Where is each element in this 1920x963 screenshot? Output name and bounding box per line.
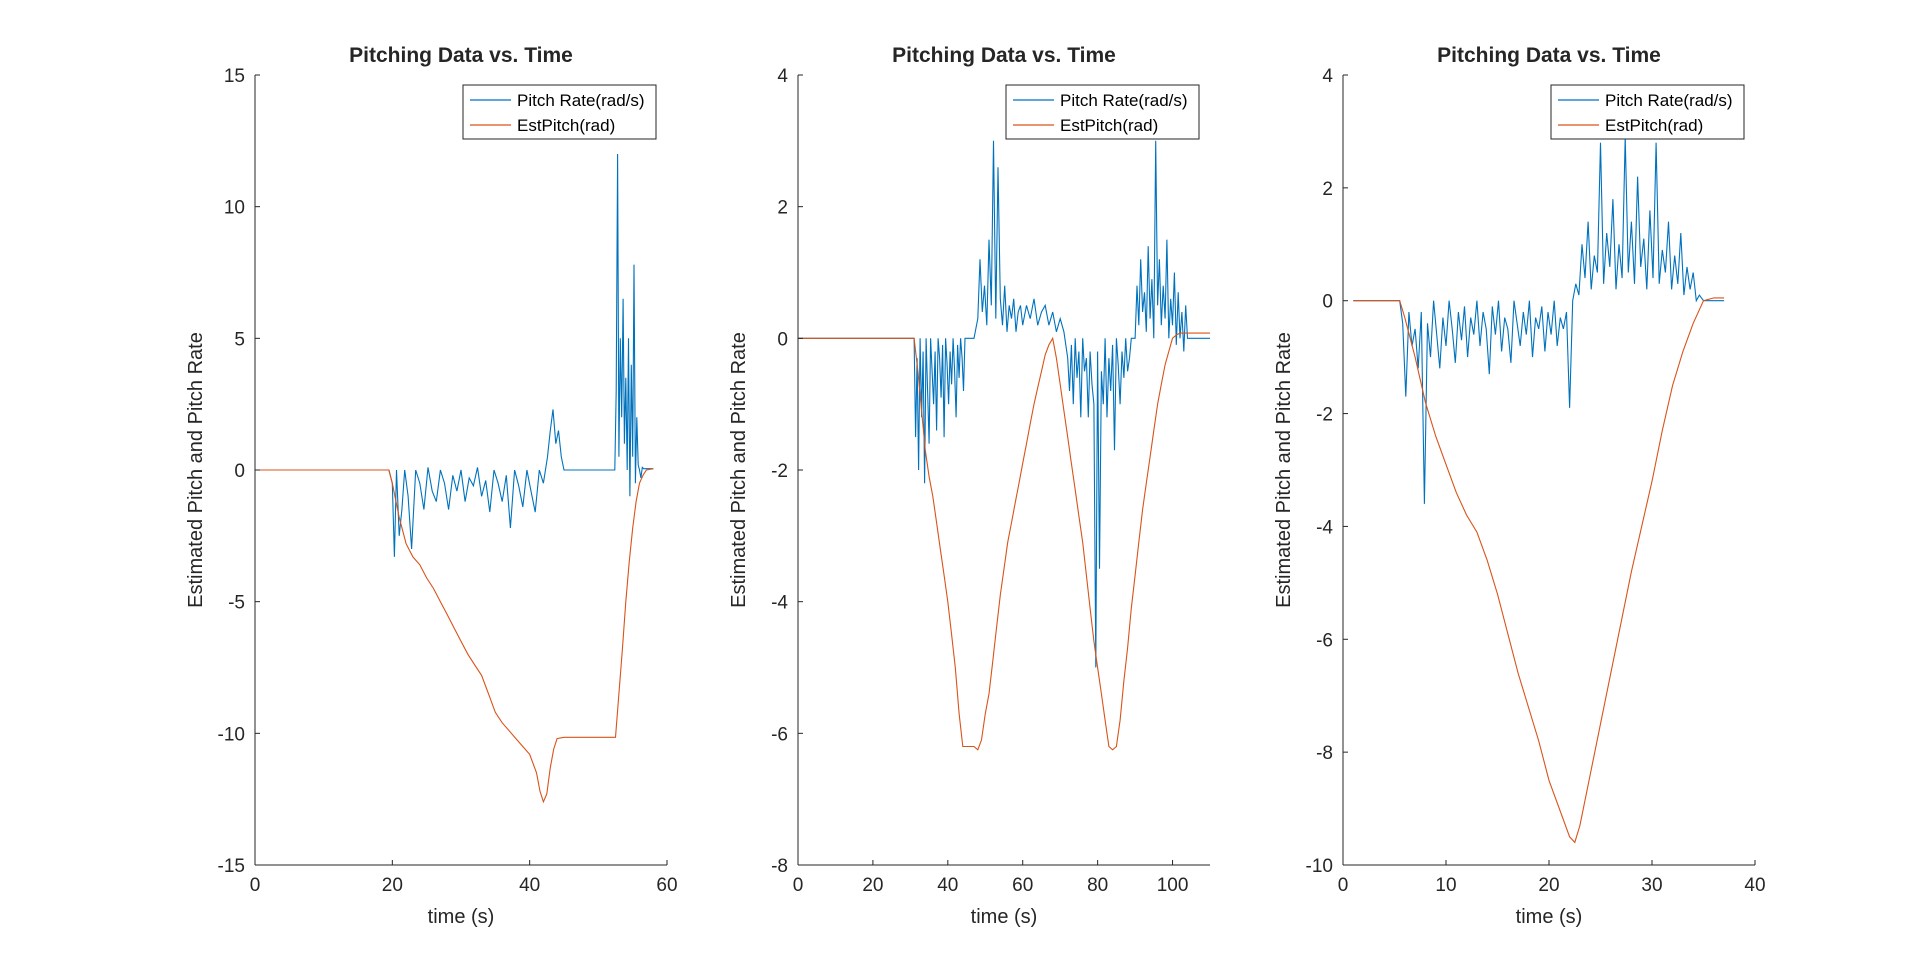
legend-box — [1005, 84, 1200, 140]
x-tick-label: 100 — [1157, 875, 1189, 896]
x-axis-label: time (s) — [428, 906, 495, 928]
x-tick-label: 20 — [1538, 875, 1559, 896]
y-axis-label: Estimated Pitch and Pitch Rate — [185, 332, 207, 608]
x-tick-label: 80 — [1087, 875, 1108, 896]
y-tick-label: 10 — [224, 198, 245, 219]
y-tick-label: -6 — [1316, 630, 1333, 651]
legend-box — [462, 84, 657, 140]
legend-entry: EstPitch(rad) — [1060, 116, 1158, 135]
y-tick-label: 0 — [234, 461, 245, 482]
legend: Pitch Rate(rad/s) EstPitch(rad) — [1550, 84, 1745, 140]
x-axis-label: time (s) — [971, 906, 1038, 928]
y-tick-label: -8 — [1316, 743, 1333, 764]
legend-box — [1550, 84, 1745, 140]
y-tick-label: -2 — [1316, 405, 1333, 426]
series-line-est-pitch — [1353, 297, 1725, 844]
y-tick-label: 0 — [1322, 292, 1333, 313]
y-tick-label: -5 — [228, 593, 245, 614]
legend: Pitch Rate(rad/s) EstPitch(rad) — [1005, 84, 1200, 140]
y-tick-label: -8 — [771, 856, 788, 877]
chart-panel-2: 0 20 40 60 80 100 -8 -6 -4 -2 0 2 4 Pitching Data vs.… — [728, 44, 1210, 928]
x-tick-label: 40 — [519, 875, 540, 896]
legend: Pitch Rate(rad/s) EstPitch(rad) — [462, 84, 657, 140]
x-tick-label: 30 — [1641, 875, 1662, 896]
y-tick-label: 2 — [1322, 179, 1333, 200]
chart-title: Pitching Data vs. Time — [1437, 44, 1661, 67]
y-tick-label: 15 — [224, 66, 245, 87]
y-tick-label: -4 — [771, 593, 788, 614]
y-tick-label: 5 — [234, 329, 245, 350]
y-tick-label: -10 — [1306, 856, 1333, 877]
legend-entry: Pitch Rate(rad/s) — [1605, 91, 1733, 110]
x-tick-label: 20 — [862, 875, 883, 896]
y-tick-label: -15 — [218, 856, 245, 877]
x-tick-label: 0 — [793, 875, 804, 896]
series-line-pitch-rate — [798, 140, 1210, 668]
y-tick-label: 4 — [1322, 66, 1333, 87]
series-line-pitch-rate — [1353, 137, 1725, 504]
legend-entry: Pitch Rate(rad/s) — [1060, 91, 1188, 110]
chart-title: Pitching Data vs. Time — [892, 44, 1116, 67]
chart-panel-3: 0 10 20 30 40 -10 -8 -6 -4 -2 0 2 4 Pitching Data vs.… — [1273, 44, 1766, 928]
x-tick-label: 0 — [1338, 875, 1349, 896]
x-tick-label: 60 — [1012, 875, 1033, 896]
x-tick-label: 60 — [656, 875, 677, 896]
series-line-est-pitch — [798, 332, 1210, 751]
y-tick-label: 0 — [777, 329, 788, 350]
x-tick-label: 0 — [250, 875, 261, 896]
series-line-pitch-rate — [255, 153, 654, 557]
y-tick-label: -4 — [1316, 517, 1333, 538]
legend-entry: EstPitch(rad) — [517, 116, 615, 135]
legend-entry: EstPitch(rad) — [1605, 116, 1703, 135]
y-tick-label: -2 — [771, 461, 788, 482]
x-tick-label: 40 — [1744, 875, 1765, 896]
y-tick-label: 4 — [777, 66, 788, 87]
y-axis-label: Estimated Pitch and Pitch Rate — [1273, 332, 1295, 608]
x-tick-label: 20 — [382, 875, 403, 896]
x-tick-label: 40 — [937, 875, 958, 896]
chart-title: Pitching Data vs. Time — [349, 44, 573, 67]
x-axis-label: time (s) — [1516, 906, 1583, 928]
legend-entry: Pitch Rate(rad/s) — [517, 91, 645, 110]
y-axis-label: Estimated Pitch and Pitch Rate — [728, 332, 750, 608]
y-tick-label: -6 — [771, 724, 788, 745]
y-tick-label: 2 — [777, 198, 788, 219]
chart-panel-1: 0 20 40 60 -15 -10 -5 0 5 10 15 Pitching Data vs. T… — [185, 44, 678, 928]
series-line-est-pitch — [255, 468, 654, 804]
x-tick-label: 10 — [1435, 875, 1456, 896]
y-tick-label: -10 — [218, 724, 245, 745]
